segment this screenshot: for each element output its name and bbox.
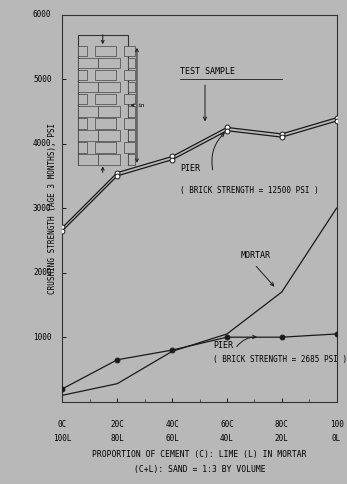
Text: TEST SAMPLE: TEST SAMPLE [180,67,235,76]
Text: 3000: 3000 [33,204,51,212]
Text: 1000: 1000 [33,333,51,342]
Text: 100L: 100L [53,434,72,443]
Text: 20C: 20C [110,420,124,429]
Text: 80L: 80L [110,434,124,443]
Text: 40C: 40C [165,420,179,429]
Text: 60C: 60C [220,420,234,429]
Text: (C+L): SAND = 1:3 BY VOLUME: (C+L): SAND = 1:3 BY VOLUME [134,465,265,474]
Text: PIER: PIER [180,164,200,173]
Text: ( BRICK STRENGTH = 12500 PSI ): ( BRICK STRENGTH = 12500 PSI ) [180,186,319,195]
Text: PIER: PIER [213,341,233,350]
Text: 20L: 20L [275,434,289,443]
Text: 5000: 5000 [33,75,51,84]
Text: 80C: 80C [275,420,289,429]
Text: MORTAR: MORTAR [240,251,271,260]
Text: 2000: 2000 [33,268,51,277]
Text: 40L: 40L [220,434,234,443]
Text: PROPORTION OF CEMENT (C): LIME (L) IN MORTAR: PROPORTION OF CEMENT (C): LIME (L) IN MO… [92,450,307,459]
Text: 4000: 4000 [33,139,51,148]
Text: 0C: 0C [58,420,67,429]
Y-axis label: CRUSHING STRENGTH (AGE 3 MONTHS), PSI: CRUSHING STRENGTH (AGE 3 MONTHS), PSI [48,122,57,294]
Text: 60L: 60L [165,434,179,443]
Text: 6000: 6000 [33,10,51,19]
Text: ( BRICK STRENGTH = 2685 PSI ): ( BRICK STRENGTH = 2685 PSI ) [213,355,347,364]
Text: 0L: 0L [332,434,341,443]
Text: 100: 100 [330,420,344,429]
